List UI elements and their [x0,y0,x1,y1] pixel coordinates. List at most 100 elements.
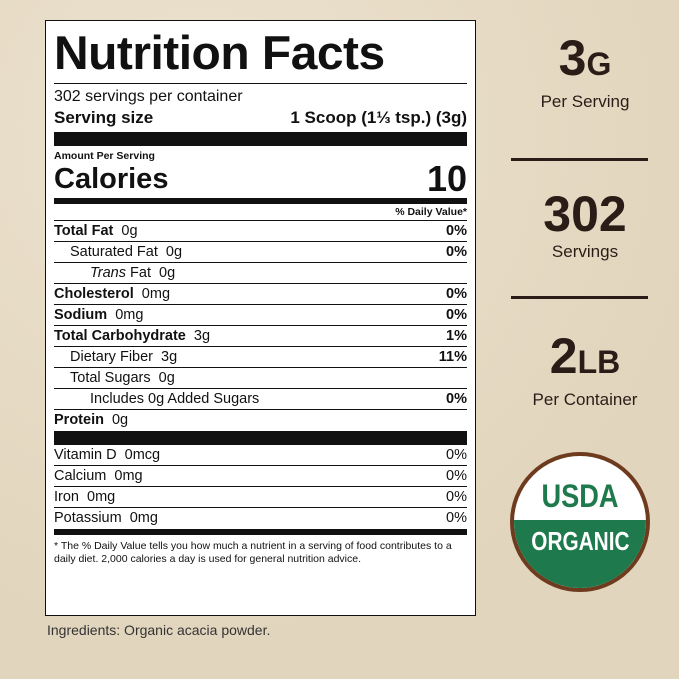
thick-divider [54,132,467,146]
nutrient-daily-value: 0% [446,391,467,407]
nutrient-daily-value: 1% [446,328,467,344]
vitamin-name: Calcium 0mg [54,466,143,486]
medium-divider [54,529,467,535]
stat-value: 302 [543,186,627,242]
nutrient-daily-value: 0% [446,307,467,323]
seal-bottom-text: ORGANIC [530,526,630,556]
nutrient-amount: 3g [193,328,211,344]
nutrient-row: Trans Fat 0g [54,263,467,284]
nutrient-amount: 0g [121,223,138,239]
stat-value: 2 [549,328,578,384]
nutrient-label: Includes 0g Added Sugars [90,391,260,407]
nutrient-amount: 0g [158,370,175,386]
nutrient-row: Includes 0g Added Sugars 0% [54,389,467,410]
nutrient-daily-value: 0% [446,244,467,260]
vitamin-name: Potassium 0mg [54,508,158,529]
calories-row: Calories 10 [54,158,467,199]
nutrient-name: Sodium 0mg [54,305,143,325]
divider [511,296,648,299]
label-title: Nutrition Facts [54,26,385,79]
nutrient-name: Total Carbohydrate 3g [54,326,210,346]
vitamin-amount: 0mg [129,510,158,526]
nutrient-label: Sodium [54,307,108,323]
nutrient-name: Cholesterol 0mg [54,284,170,304]
nutrient-name: Protein 0g [54,410,128,431]
nutrient-amount: 0mg [141,286,171,302]
nutrient-row: Total Fat 0g 0% [54,221,467,242]
nutrient-amount: 3g [161,349,178,365]
vitamin-row: Calcium 0mg 0% [54,466,467,487]
nutrient-list: Total Fat 0g 0% Saturated Fat 0g 0% Trans Fa… [54,221,467,431]
stat-servings: 302 Servings [510,188,660,262]
serving-size-value: 1 Scoop (1⅓ tsp.) (3g) [290,108,467,127]
serving-size-label: Serving size [54,108,154,127]
vitamin-amount: 0mg [114,468,143,484]
nutrient-label: Total Fat [54,223,114,239]
nutrient-daily-value: 0% [446,286,467,302]
nutrient-row: Protein 0g [54,410,467,431]
vitamin-label: Calcium [54,468,107,484]
vitamin-amount: 0mg [87,489,116,505]
nutrient-row: Sodium 0mg 0% [54,305,467,326]
nutrition-facts-label: Nutrition Facts 302 servings per contain… [45,20,476,616]
nutrient-amount: 0g [111,412,129,428]
vitamin-name: Iron 0mg [54,487,115,507]
nutrient-daily-value: 0% [446,223,467,239]
divider [54,83,467,84]
stat-unit: G [586,46,612,82]
nutrient-label: Protein [54,412,104,428]
medium-divider [54,198,467,204]
nutrient-label: Saturated Fat [70,244,158,260]
calories-label: Calories [54,163,169,195]
nutrient-name: Saturated Fat 0g [54,242,182,262]
nutrient-name: Total Fat 0g [54,221,138,241]
seal-top-text: USDA [541,478,619,514]
nutrient-label: Trans [90,265,126,281]
nutrient-name: Trans Fat 0g [54,263,175,283]
stat-caption: Per Container [532,390,638,409]
nutrient-row: Total Sugars 0g [54,368,467,389]
nutrient-row: Saturated Fat 0g 0% [54,242,467,263]
nutrient-row: Dietary Fiber 3g 11% [54,347,467,368]
stat-caption: Servings [551,242,619,261]
stat-per-container: 2LB Per Container [510,330,660,410]
vitamin-row: Potassium 0mg 0% [54,508,467,529]
ingredients: Ingredients: Organic acacia powder. [47,622,271,638]
stat-value: 3 [558,30,587,86]
nutrient-amount: 0g [159,265,176,281]
nutrient-row: Cholesterol 0mg 0% [54,284,467,305]
nutrient-label: Cholesterol [54,286,134,302]
nutrient-label-suffix: Fat [130,265,151,281]
vitamin-daily-value: 0% [446,489,467,505]
nutrient-name: Total Sugars 0g [54,368,175,388]
vitamin-daily-value: 0% [446,468,467,484]
thick-divider [54,431,467,445]
servings-per-container: 302 servings per container [54,88,243,105]
usda-organic-seal: USDA ORGANIC [510,452,650,592]
stat-caption: Per Serving [540,92,630,111]
vitamin-label: Potassium [54,510,122,526]
vitamin-amount: 0mcg [124,447,161,463]
vitamin-label: Iron [54,489,79,505]
vitamin-row: Iron 0mg 0% [54,487,467,508]
nutrient-amount: 0g [165,244,183,260]
nutrient-label: Total Sugars [70,370,151,386]
footnote: * The % Daily Value tells you how much a… [54,540,452,565]
nutrient-label: Dietary Fiber [70,349,153,365]
nutrient-label: Total Carbohydrate [54,328,186,344]
nutrient-name: Dietary Fiber 3g [54,347,177,367]
vitamin-row: Vitamin D 0mcg 0% [54,445,467,466]
vitamin-list: Vitamin D 0mcg 0% Calcium 0mg 0% Iron 0mg 0% P… [54,445,467,529]
stat-per-serving: 3G Per Serving [510,32,660,112]
nutrient-row: Total Carbohydrate 3g 1% [54,326,467,347]
nutrient-daily-value: 11% [438,349,467,365]
nutrient-amount: 0mg [115,307,144,323]
serving-size: Serving size 1 Scoop (1⅓ tsp.) (3g) [54,107,467,129]
vitamin-daily-value: 0% [446,510,467,526]
vitamin-label: Vitamin D [54,447,117,463]
nutrient-name: Includes 0g Added Sugars [54,389,259,409]
calories-value: 10 [426,158,467,199]
vitamin-name: Vitamin D 0mcg [54,445,160,465]
divider [511,158,648,161]
stat-unit: LB [577,344,621,380]
